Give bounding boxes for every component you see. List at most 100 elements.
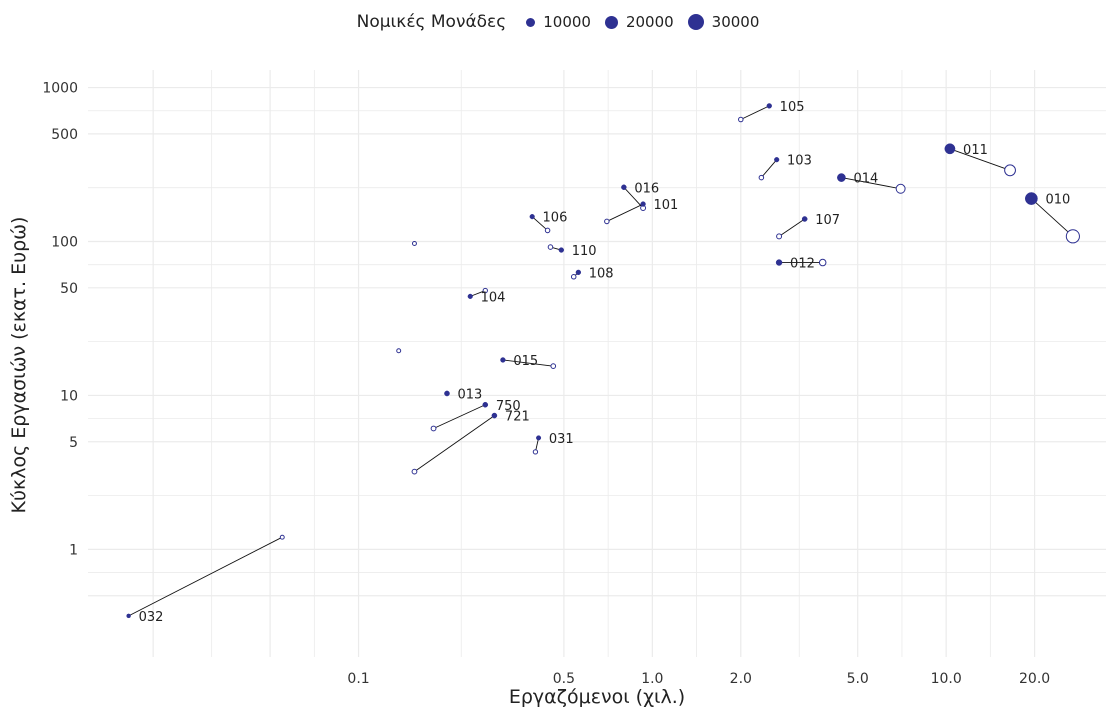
connector-line	[1031, 198, 1074, 237]
x-tick-label: 10.0	[931, 671, 962, 687]
filled-point	[837, 173, 846, 182]
axis-layer: 0.1 0.5 1.0 2.0 5.0 10.0 20.0 1 5 10 50 100 500 1000	[42, 81, 1050, 687]
hollow-point	[895, 183, 906, 194]
hollow-point	[738, 116, 744, 123]
filled-point	[467, 293, 473, 299]
hollow-point	[430, 425, 437, 432]
point-label: 110	[572, 244, 597, 259]
point-label: 103	[787, 154, 812, 169]
legend-item-30000: 30000	[687, 13, 760, 31]
filled-point	[500, 357, 506, 363]
y-tick-label: 10	[60, 388, 78, 404]
hollow-point	[1004, 164, 1016, 177]
point-label: 101	[653, 198, 678, 213]
y-tick-label: 1	[69, 542, 78, 558]
point-label: 721	[505, 410, 530, 425]
grid-layer	[88, 70, 1106, 657]
legend-item-10000: 10000	[526, 13, 591, 31]
legend-title: Νομικές Μονάδες	[356, 12, 507, 32]
hollow-point	[547, 244, 554, 250]
connector-line	[740, 105, 770, 120]
legend-dot-30000	[687, 14, 704, 30]
legend-label-20000: 20000	[625, 13, 674, 31]
filled-point	[774, 157, 780, 163]
point-label: 104	[481, 290, 506, 305]
filled-point	[944, 143, 956, 155]
connector-line	[502, 359, 554, 367]
filled-point	[529, 214, 535, 220]
point-label: 016	[634, 181, 659, 196]
filled-point	[444, 390, 450, 397]
connector-line	[949, 148, 1011, 171]
legend-label-30000: 30000	[711, 13, 760, 31]
hollow-point	[411, 468, 418, 475]
mark-layer: 105 011 103 014 010 016 101 106 107 110 012 108 104 0…	[126, 100, 1080, 625]
connector-line	[531, 216, 548, 231]
y-tick-label: 5	[69, 435, 78, 451]
hollow-point	[411, 241, 417, 247]
legend: Νομικές Μονάδες 10000 20000 30000	[0, 12, 1116, 32]
connector-line	[414, 415, 495, 472]
hollow-point	[604, 218, 610, 225]
x-tick-label: 0.5	[553, 671, 575, 687]
hollow-point	[544, 227, 551, 234]
filled-point	[640, 201, 646, 207]
x-axis-title: Εργαζόμενοι (χιλ.)	[509, 686, 685, 708]
hollow-point	[570, 274, 577, 280]
hollow-point	[776, 233, 783, 240]
connector-line	[470, 290, 486, 297]
filled-point	[536, 435, 542, 441]
point-label: 106	[543, 211, 568, 226]
filled-point	[1025, 192, 1038, 205]
point-label: 015	[513, 354, 538, 369]
connector-line	[606, 203, 644, 222]
point-label: 010	[1045, 193, 1070, 208]
point-label: 105	[780, 100, 805, 115]
x-tick-label: 0.1	[347, 671, 369, 687]
y-tick-label: 100	[51, 234, 78, 250]
x-tick-label: 2.0	[730, 671, 752, 687]
legend-dot-10000	[526, 17, 536, 27]
hollow-point	[279, 534, 285, 540]
connector-line	[778, 218, 805, 237]
point-label: 108	[589, 266, 614, 281]
hollow-point	[1065, 229, 1080, 244]
hollow-point	[818, 258, 827, 267]
y-axis-title: Κύκλος Εργασιών (εκατ. Ευρώ)	[8, 217, 30, 514]
connector-line	[128, 536, 283, 617]
hollow-point	[532, 449, 539, 455]
point-label: 750	[496, 399, 521, 414]
y-tick-label: 500	[51, 127, 78, 143]
point-label: 014	[853, 172, 878, 187]
connector-line	[433, 404, 486, 429]
filled-point	[775, 259, 783, 266]
legend-label-10000: 10000	[543, 13, 591, 31]
filled-point	[126, 613, 131, 619]
hollow-point	[482, 287, 488, 294]
x-tick-label: 20.0	[1019, 671, 1050, 687]
y-tick-label: 50	[60, 281, 78, 297]
filled-point	[801, 216, 808, 222]
filled-point	[575, 269, 582, 276]
hollow-point	[396, 348, 402, 354]
point-label: 032	[139, 610, 164, 625]
filled-point	[766, 103, 772, 109]
legend-item-20000: 20000	[604, 13, 674, 31]
connector-line	[841, 177, 901, 190]
x-tick-label: 1.0	[641, 671, 663, 687]
filled-point	[621, 184, 627, 191]
point-label: 013	[458, 387, 483, 402]
point-label: 031	[549, 432, 574, 447]
x-tick-label: 5.0	[847, 671, 869, 687]
point-label: 107	[815, 213, 840, 228]
filled-point	[482, 401, 489, 408]
legend-dot-20000	[604, 15, 618, 29]
hollow-point	[550, 363, 557, 369]
connector-line	[761, 159, 778, 178]
point-label: 012	[790, 257, 815, 272]
point-label: 011	[963, 143, 988, 158]
connector-line	[623, 186, 644, 209]
y-tick-label: 1000	[42, 81, 78, 97]
filled-point	[491, 412, 498, 419]
